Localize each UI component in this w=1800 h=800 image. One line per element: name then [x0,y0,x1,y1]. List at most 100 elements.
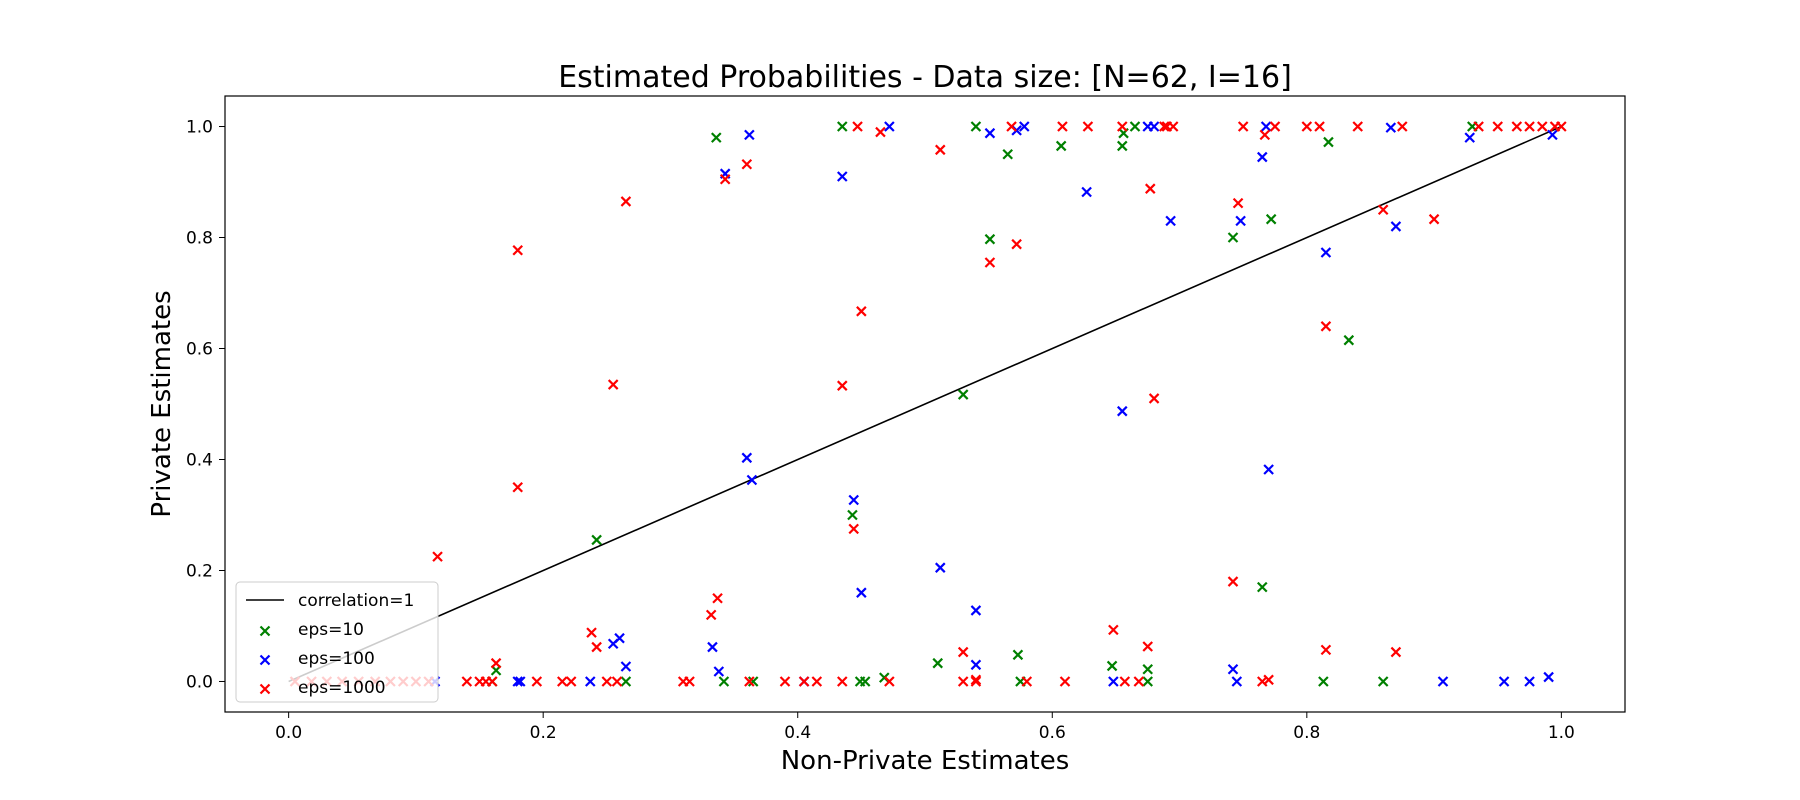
data-point [1498,676,1510,687]
data-point [852,121,863,132]
data-point [1259,129,1271,141]
data-point [531,676,543,687]
data-point [884,121,895,132]
data-point [856,587,867,598]
data-point [586,627,597,638]
data-point [970,121,982,132]
data-point [512,481,524,493]
legend-label: eps=10 [298,620,364,640]
data-point [591,534,602,546]
data-point [1473,121,1484,132]
data-point [1263,674,1274,686]
data-point [957,646,969,658]
data-point [811,676,823,687]
data-point [1082,121,1094,132]
x-axis: 0.0 0.2 0.4 0.6 0.8 1.0 [275,712,1575,743]
data-point [1265,213,1277,225]
x-tick-label: 0.4 [784,723,811,743]
data-point [1323,136,1334,148]
data-point [1320,247,1332,258]
data-point [556,676,568,687]
data-point [836,380,848,391]
data-point [1148,393,1160,404]
data-point [1318,676,1329,687]
data-point [1320,644,1332,656]
data-point [970,676,982,687]
data-point [1352,121,1364,132]
data-point [1524,676,1535,687]
data-point [718,676,730,687]
data-point [1260,121,1272,132]
data-point [1129,121,1141,132]
data-point [970,605,982,616]
data-point [584,676,596,687]
data-point [1167,121,1179,132]
data-point [1158,121,1170,132]
data-point [856,306,867,317]
data-point [1116,405,1128,417]
data-point [705,609,717,621]
data-point [1377,204,1389,216]
x-tick-label: 0.2 [530,723,557,743]
data-point [1396,121,1408,132]
legend-label: eps=1000 [298,678,386,698]
legend-marker-swatch [259,625,271,637]
data-point [1428,213,1440,225]
data-point [848,523,860,535]
y-tick-label: 0.2 [186,561,213,581]
data-point [1237,121,1249,132]
data-point [970,674,982,686]
data-point [432,551,443,562]
data-point [1018,121,1030,132]
data-point [565,676,577,687]
data-point [984,233,996,245]
y-axis: 0.0 0.2 0.4 0.6 0.8 1.0 [186,118,225,692]
data-point [1227,232,1239,243]
data-point [1377,676,1389,687]
data-point [1547,129,1558,141]
chart-title: Estimated Probabilities - Data size: [N=… [558,60,1292,95]
series-eps-100 [429,121,1558,687]
data-point [512,676,524,687]
y-tick-label: 0.8 [186,229,213,249]
data-point [1142,676,1154,687]
data-point [486,676,498,687]
data-point [1142,663,1154,675]
x-tick-label: 0.6 [1039,723,1066,743]
data-point [1256,151,1268,163]
data-point [1119,676,1131,687]
correlation-line [288,125,1562,683]
data-point [1231,676,1243,687]
data-point [490,657,502,669]
x-tick-label: 0.0 [275,723,302,743]
data-point [1012,649,1024,661]
data-point [1314,121,1325,132]
legend-label: correlation=1 [298,591,414,611]
data-point [512,244,524,256]
data-point [1059,676,1071,687]
data-point [741,452,753,464]
data-point [746,474,758,486]
data-point [836,121,848,132]
data-point [741,158,753,170]
data-point [601,676,613,687]
data-point [798,676,810,687]
data-point [779,676,791,687]
legend-marker-swatch [259,654,271,666]
data-point [1492,121,1504,132]
legend-box [235,581,439,703]
data-point [1464,132,1476,143]
data-point [1002,148,1014,160]
x-tick-label: 1.0 [1548,723,1575,743]
series-eps-10 [486,121,1478,687]
plot-area [224,95,1626,713]
data-point [932,657,944,669]
x-tick-label: 0.8 [1293,723,1320,743]
y-axis-label: Private Estimates [147,290,177,517]
y-tick-label: 1.0 [186,118,213,138]
data-point [620,676,632,687]
y-tick-label: 0.6 [186,340,213,360]
data-point [744,676,755,687]
data-point [1057,121,1068,132]
